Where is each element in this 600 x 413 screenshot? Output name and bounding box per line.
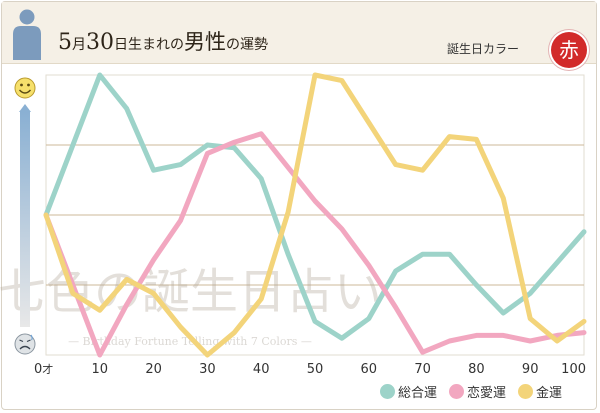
birthday-color-label: 誕生日カラー: [447, 42, 520, 56]
watermark-title: 七色の誕生日占い: [0, 264, 382, 320]
legend-item-2: 金運: [518, 382, 562, 401]
watermark-subtitle: — Birthday Fortune Telling with 7 Colors…: [68, 335, 312, 348]
legend-item-1: 恋愛運: [449, 382, 506, 401]
title-day-number: 30: [86, 30, 114, 55]
x-tick-label: 70: [414, 362, 431, 377]
mood-scale-bar: [19, 104, 31, 327]
x-tick-label: 100: [561, 362, 586, 377]
x-unit-label: 才: [42, 362, 53, 376]
legend-item-0: 総合運: [380, 382, 437, 401]
series-line-1: [43, 131, 587, 358]
legend-label: 金運: [536, 386, 563, 401]
header-bar: 5月30日生まれの男性の運勢 誕生日カラー 赤: [2, 2, 596, 68]
smiley-face-icon: [14, 77, 36, 99]
legend-swatch: [449, 384, 465, 399]
x-tick-label: 40: [253, 362, 270, 377]
series-line-2: [43, 72, 587, 358]
x-tick-label: 20: [145, 362, 162, 377]
birthday-color-badge: 赤: [551, 32, 587, 68]
series-lines: [43, 72, 587, 358]
x-tick-label: 10: [92, 362, 109, 377]
title-day-unit: 日生まれの: [114, 37, 184, 53]
worried-face-icon: [14, 333, 36, 355]
series-line-0: [43, 72, 587, 341]
legend-label: 総合運: [398, 386, 438, 401]
x-tick-label: 0才: [34, 362, 53, 377]
title-gender: 男性: [184, 30, 226, 54]
legend-swatch: [518, 384, 534, 399]
legend-label: 恋愛運: [467, 386, 507, 401]
x-tick-label: 90: [522, 362, 539, 377]
page-title: 5月30日生まれの男性の運勢: [58, 32, 268, 54]
x-tick-label: 80: [468, 362, 485, 377]
title-fortune: 運勢: [240, 37, 268, 53]
x-tick-label: 50: [307, 362, 324, 377]
x-tick-label: 30: [199, 362, 216, 377]
title-month-number: 5: [58, 30, 72, 55]
male-silhouette-icon: [13, 9, 41, 60]
chart-legend: 総合運 恋愛運 金運: [380, 382, 574, 402]
x-tick-label: 60: [361, 362, 378, 377]
title-month-unit: 月: [72, 37, 86, 53]
x-axis-ticks: 0才 10 20 30 40 50 60 70 80 90 100: [34, 362, 586, 377]
title-particle: の: [226, 37, 240, 53]
legend-swatch: [380, 384, 395, 399]
